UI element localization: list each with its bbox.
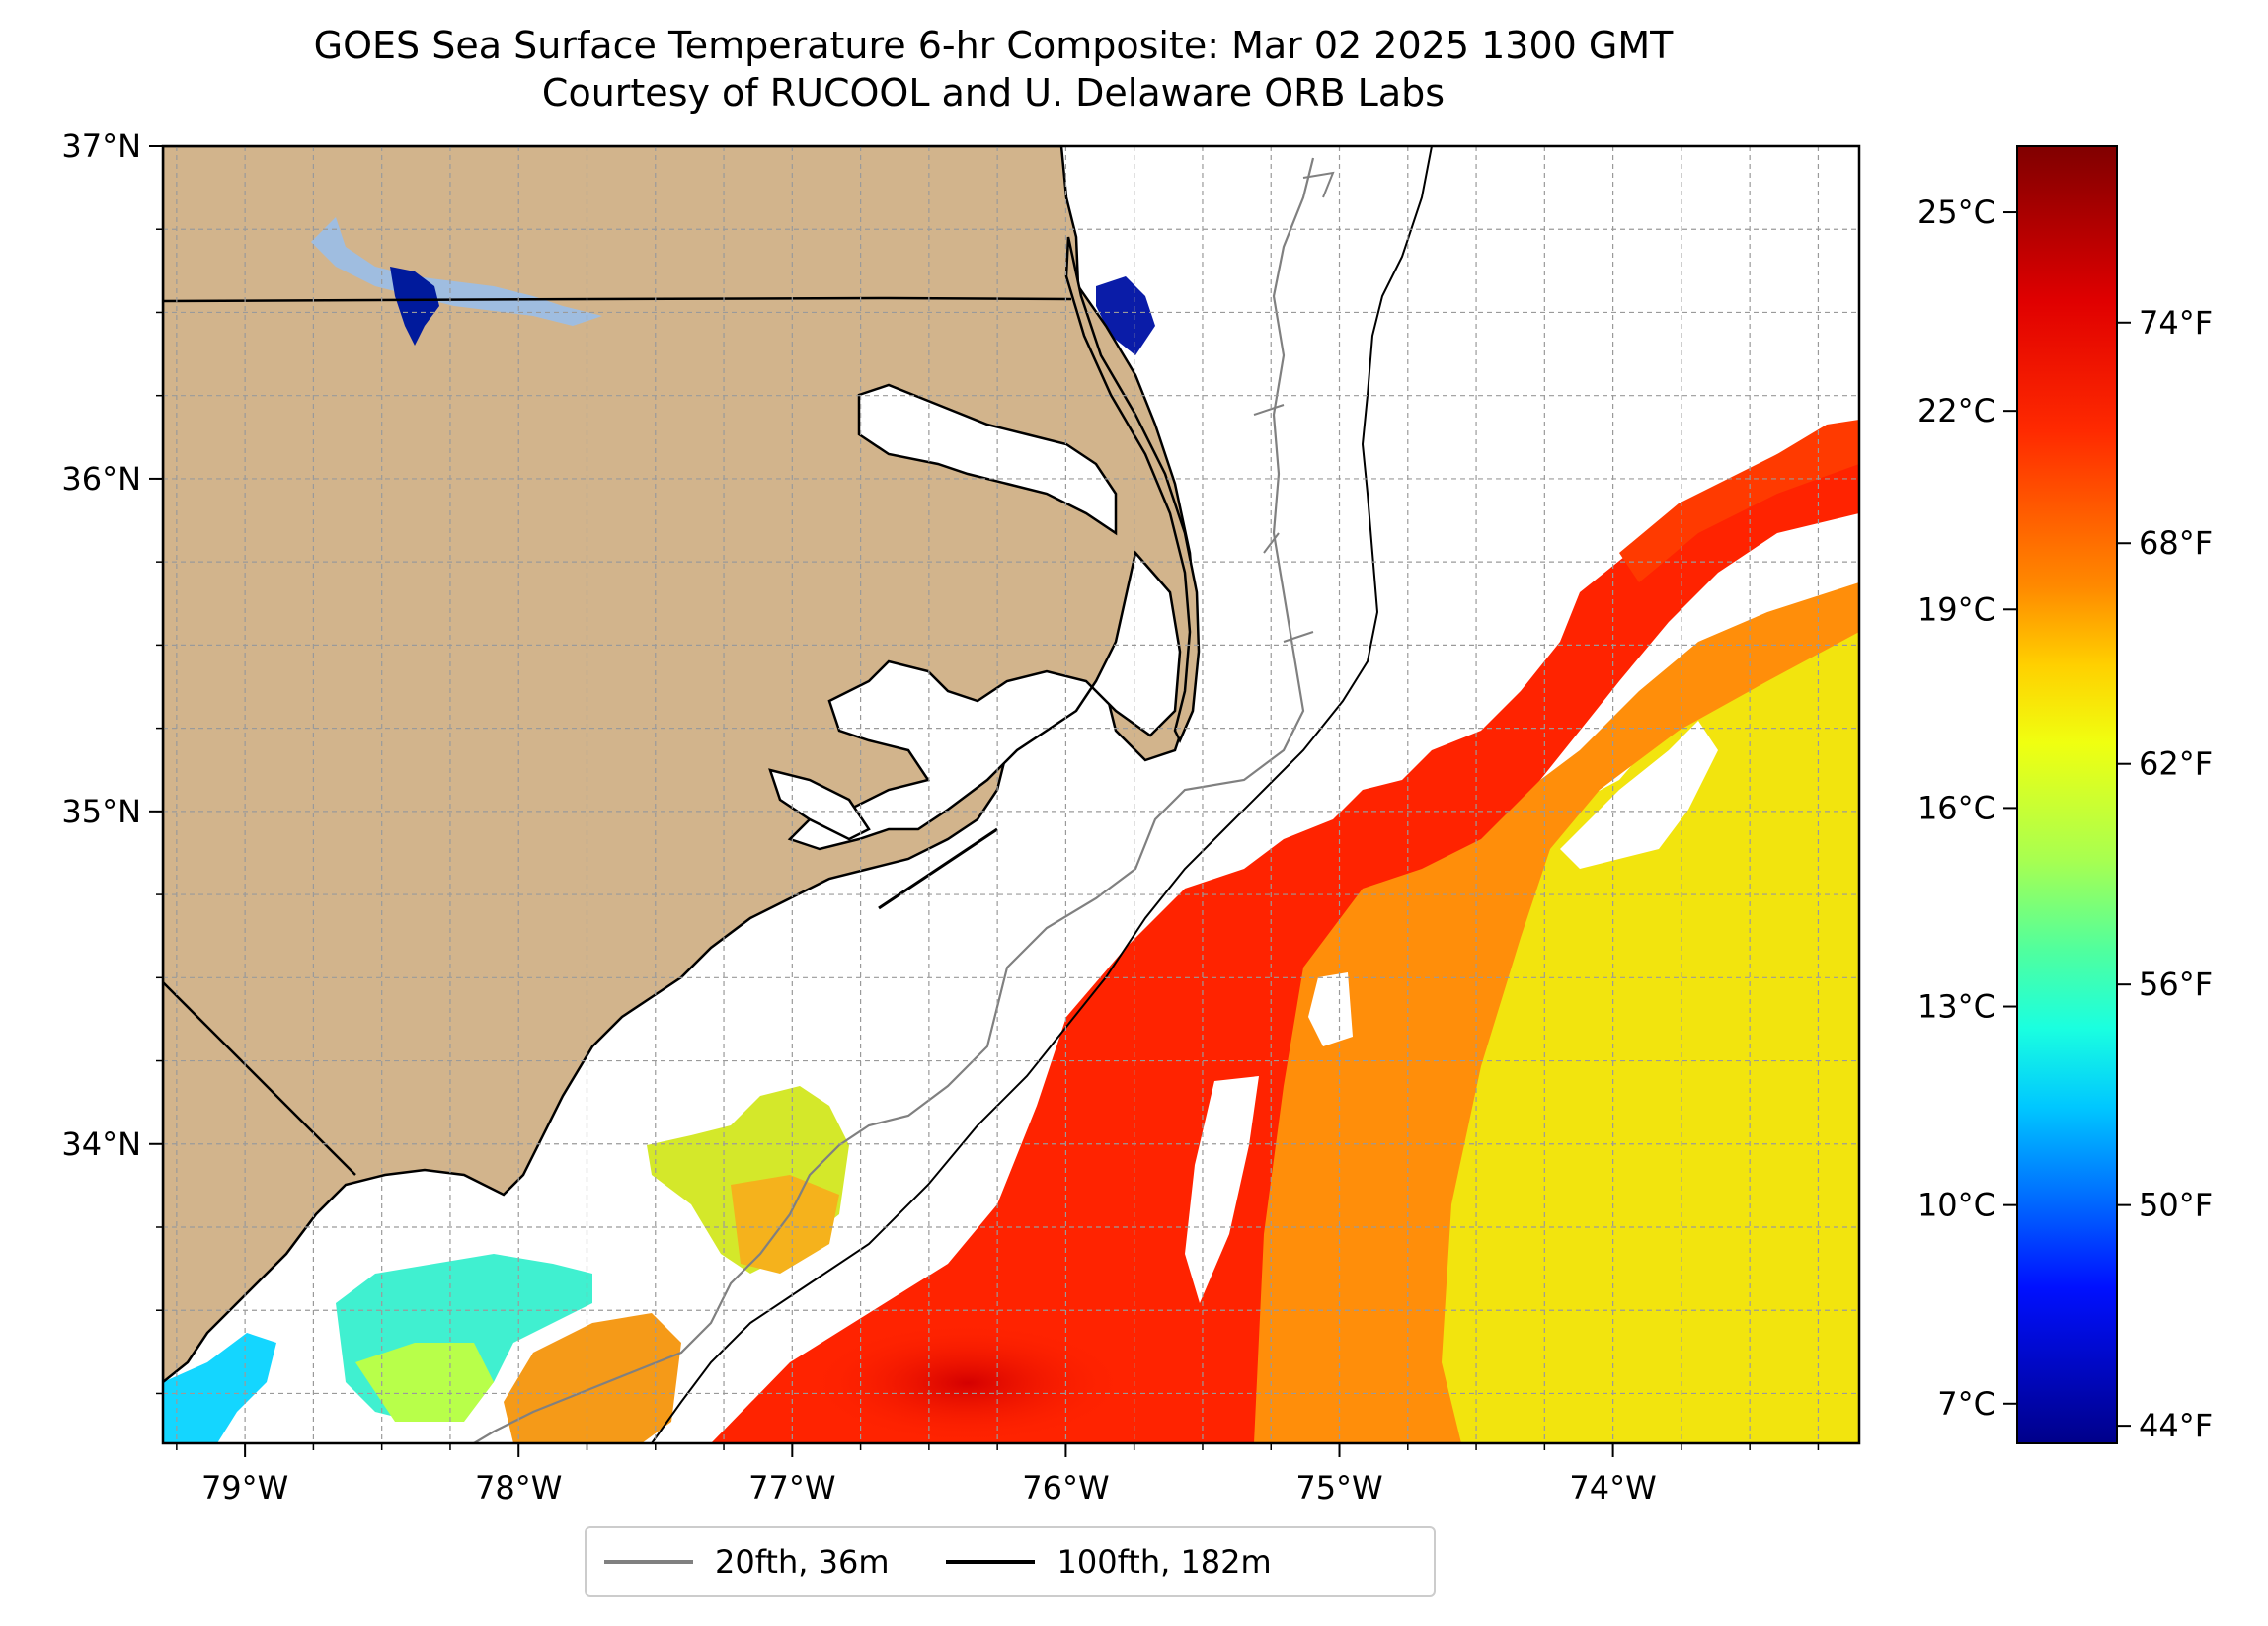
legend-label-100fth: 100fth, 182m: [1056, 1543, 1272, 1581]
state-borders: [163, 296, 1072, 1176]
lat-tick-label: 34°N: [61, 1125, 141, 1163]
map-frame: [161, 144, 1861, 1445]
outer-banks: [1064, 236, 1201, 743]
outer-banks-south: [878, 827, 998, 910]
lat-tick-label: 37°N: [61, 127, 141, 165]
colorbar-fahrenheit-label: 44°F: [2139, 1407, 2213, 1444]
colorbar: 25°C 22°C 19°C 16°C 13°C 10°C 7°C 74°F 68°F 62°F 5…: [1917, 145, 2213, 1444]
colorbar-celsius-label: 7°C: [1937, 1385, 1995, 1423]
nc-sc-border: [163, 981, 356, 1176]
pamlico-sound: [787, 550, 1182, 851]
sst-cyan-corner: [163, 1333, 276, 1443]
title-line-2: Courtesy of RUCOOL and U. Delaware ORB L…: [541, 71, 1446, 115]
contour-legend: 20fth, 36m 100fth, 182m: [585, 1526, 1436, 1597]
lat-tick-label: 35°N: [61, 793, 141, 830]
title-line-1: GOES Sea Surface Temperature 6-hr Compos…: [313, 24, 1674, 67]
sst-red-band: [711, 425, 1859, 1443]
bathymetry-contours: [473, 146, 1433, 1443]
sst-yellow-region: [1402, 612, 1859, 1443]
map-title: GOES Sea Surface Temperature 6-hr Compos…: [0, 22, 1987, 116]
colorbar-ticks: 25°C 22°C 19°C 16°C 13°C 10°C 7°C 74°F 68°F 62°F 5…: [1917, 194, 2213, 1444]
sst-lime-patch: [355, 1343, 494, 1422]
colorbar-fahrenheit-label: 74°F: [2139, 304, 2213, 342]
lon-tick-label: 76°W: [1022, 1469, 1109, 1507]
colorbar-celsius-label: 16°C: [1917, 789, 1995, 826]
lat-tick-label: 36°N: [61, 460, 141, 498]
neuse-river: [768, 768, 871, 841]
map-axes: 79°W 78°W 77°W 76°W 75°W 74°W 37°N 36°N 35°N 34°N: [61, 127, 1820, 1507]
land: [163, 146, 1201, 1384]
lake-cold-patch: [390, 267, 439, 346]
colorbar-celsius-label: 13°C: [1917, 988, 1995, 1026]
legend-label-20fth: 20fth, 36m: [715, 1543, 890, 1581]
colorbar-celsius-label: 22°C: [1917, 392, 1995, 429]
lon-tick-label: 77°W: [748, 1469, 835, 1507]
lon-tick-label: 74°W: [1569, 1469, 1656, 1507]
lon-tick-label: 78°W: [475, 1469, 562, 1507]
sst-orange-patch-a: [731, 1175, 839, 1274]
sst-hotspot: [810, 1323, 1126, 1443]
lon-tick-label: 75°W: [1295, 1469, 1382, 1507]
cloud-gap-2: [1308, 972, 1353, 1046]
contour-100fth: [651, 146, 1433, 1443]
map-panel: [163, 146, 1859, 1443]
contour-20fth-shoals: [1253, 171, 1335, 643]
colorbar-celsius-label: 25°C: [1917, 194, 1995, 231]
colorbar-celsius-label: 19°C: [1917, 590, 1995, 628]
colorbar-fahrenheit-label: 50°F: [2139, 1187, 2213, 1224]
lon-tick-label: 79°W: [201, 1469, 288, 1507]
legend-swatch-100fth: [946, 1560, 1036, 1564]
sst-field: [163, 146, 1859, 1443]
sst-orange-patch-b: [504, 1313, 681, 1443]
gridlines: [163, 146, 1859, 1443]
colorbar-fahrenheit-label: 56°F: [2139, 966, 2213, 1003]
sst-orange-band: [1224, 582, 1859, 1443]
cloud-gap-3: [1560, 721, 1718, 869]
colorbar-gradient: [2016, 145, 2118, 1444]
legend-swatch-20fth: [604, 1560, 693, 1564]
albemarle-sound: [857, 383, 1118, 536]
contour-20fth: [473, 157, 1315, 1443]
cloud-gap-1: [1185, 1076, 1259, 1303]
legend-item-20fth: 20fth, 36m: [604, 1543, 889, 1581]
legend-item-100fth: 100fth, 182m: [946, 1543, 1272, 1581]
va-nc-border: [163, 296, 1072, 303]
colorbar-celsius-label: 10°C: [1917, 1187, 1995, 1224]
colorbar-fahrenheit-label: 62°F: [2139, 745, 2213, 783]
sst-red-north: [1619, 420, 1859, 582]
colorbar-fahrenheit-label: 68°F: [2139, 524, 2213, 562]
